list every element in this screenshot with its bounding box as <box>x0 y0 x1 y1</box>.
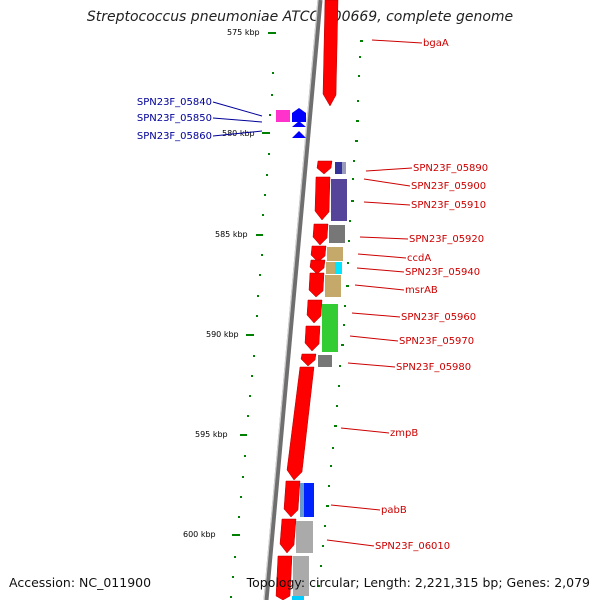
gene-SPN23F_05850b <box>292 121 306 127</box>
gene-label-SPN23F_05900: SPN23F_05900 <box>411 181 486 192</box>
block-05940-cyan <box>335 262 342 274</box>
leader-lines-right <box>326 39 423 547</box>
gene-SPN23F_05890 <box>316 160 333 175</box>
gene-SPN23F_05940 <box>308 272 325 298</box>
genome-backbone <box>263 0 323 600</box>
gene-ccdA <box>309 259 326 275</box>
gc-track-outer <box>318 40 363 587</box>
gc-track-inner <box>230 72 274 598</box>
gene-label-SPN23F_05980: SPN23F_05980 <box>396 362 471 373</box>
gene-label-SPN23F_05920: SPN23F_05920 <box>409 234 484 245</box>
gene-SPN23F_05860 <box>292 131 306 138</box>
leader-lines-left <box>212 101 263 137</box>
map-title: Streptococcus pneumoniae ATCC 700669, co… <box>86 9 514 25</box>
gene-pabB <box>283 480 301 518</box>
forward-genes <box>275 0 339 600</box>
gene-label-SPN23F_05960: SPN23F_05960 <box>401 312 476 323</box>
gene-label-SPN23F_05840: SPN23F_05840 <box>137 97 212 108</box>
block-06020-cyan <box>292 596 304 600</box>
reverse-genes <box>276 108 306 138</box>
block-msrAB-tan <box>325 275 341 297</box>
gene-zmpB <box>286 366 315 481</box>
gene-label-pabB: pabB <box>381 505 407 516</box>
scale-label-575: 575 kbp <box>227 28 260 37</box>
block-06020-grey <box>293 556 309 596</box>
gene-label-SPN23F_05970: SPN23F_05970 <box>399 336 474 347</box>
block-05960-green <box>322 304 338 352</box>
gene-SPN23F_06020 <box>275 555 293 600</box>
gene-label-bgaA: bgaA <box>423 38 449 49</box>
block-05980-grey <box>318 355 332 367</box>
gene-SPN23F_06010 <box>279 518 297 554</box>
gene-label-SPN23F_05940: SPN23F_05940 <box>405 267 480 278</box>
block-06010-grey <box>296 521 313 553</box>
block-ccdA-tan <box>327 247 343 261</box>
block-pabB-blue <box>302 483 314 517</box>
gene-SPN23F_05920 <box>310 245 327 263</box>
gene-SPN23F_05840 <box>276 110 290 122</box>
gene-label-SPN23F_05860: SPN23F_05860 <box>137 131 212 142</box>
block-pabB-lightblue <box>300 483 304 517</box>
scale-label-585: 585 kbp <box>215 230 248 239</box>
gene-label-ccdA: ccdA <box>407 253 431 264</box>
scale-label-600: 600 kbp <box>183 530 216 539</box>
gene-label-SPN23F_05850: SPN23F_05850 <box>137 113 212 124</box>
gene-label-SPN23F_05890: SPN23F_05890 <box>413 163 488 174</box>
scale-ticks <box>232 32 276 536</box>
scale-label-590: 590 kbp <box>206 330 239 339</box>
block-05910-grey <box>329 225 345 243</box>
gene-label-zmpB: zmpB <box>390 428 418 439</box>
gene-label-SPN23F_05910: SPN23F_05910 <box>411 200 486 211</box>
gene-SPN23F_05850 <box>292 108 306 122</box>
block-05940-tan <box>326 262 335 274</box>
gene-msrAB <box>306 299 323 324</box>
function-blocks <box>292 162 347 600</box>
scale-label-595: 595 kbp <box>195 430 228 439</box>
genome-summary-text: Topology: circular; Length: 2,221,315 bp… <box>246 575 590 590</box>
gene-SPN23F_05900 <box>314 176 331 221</box>
gene-SPN23F_05970 <box>300 353 317 367</box>
block-05900-purple <box>331 179 347 221</box>
block-05890-grey <box>342 162 346 174</box>
gene-SPN23F_05910 <box>312 223 329 246</box>
gene-SPN23F_05960 <box>304 325 321 352</box>
gene-label-SPN23F_06010: SPN23F_06010 <box>375 541 450 552</box>
block-05890-navy <box>335 162 342 174</box>
accession-text: Accession: NC_011900 <box>9 575 152 590</box>
gene-label-msrAB: msrAB <box>405 285 438 296</box>
gene-bgaA <box>322 0 339 107</box>
